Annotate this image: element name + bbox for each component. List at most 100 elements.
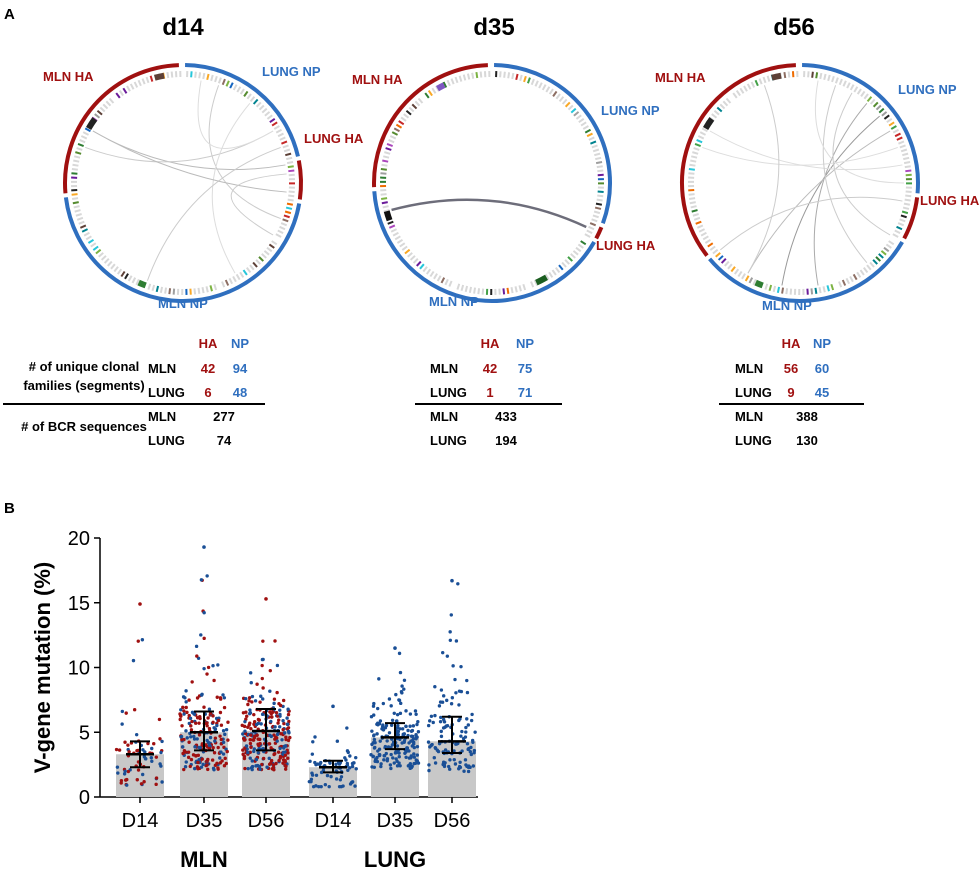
data-point [348,766,352,770]
data-point [254,757,259,762]
data-point [206,665,211,670]
data-point [150,746,154,751]
bcr-cell-mln: 433 [495,409,517,424]
data-point [269,734,273,739]
data-point [392,761,396,765]
data-point [270,767,275,771]
data-point [246,702,250,707]
segment-tick [393,127,400,133]
data-point [416,730,421,734]
data-point [258,700,262,704]
segment-tick [856,271,862,278]
segment-tick [387,220,394,225]
data-point [396,732,401,737]
segment-tick [590,140,597,145]
data-point [247,696,252,700]
segment-tick [853,86,859,93]
segment-tick [409,255,416,261]
data-point [397,698,402,703]
segment-tick [403,113,410,119]
data-point [441,650,445,655]
data-point [252,720,257,724]
segment-tick [688,167,695,171]
data-point [397,761,401,765]
data-point [282,721,286,726]
segment-tick [408,106,415,113]
segment-tick [285,206,293,210]
data-point [410,744,415,748]
segment-tick [689,163,696,167]
segment-tick [567,256,573,262]
data-point [313,735,317,739]
segment-tick [232,275,237,283]
data-point-max [138,602,142,606]
data-point [385,759,389,763]
data-point [395,744,400,748]
segment-tick [95,248,102,255]
data-point [247,699,251,703]
segment-tick [84,127,91,133]
data-point [241,711,246,715]
cell-mln-np: 75 [517,361,533,376]
data-point [254,764,258,768]
segment-tick [110,263,116,270]
segment-tick [113,266,119,273]
segment-tick [748,277,754,284]
data-point [396,724,400,728]
data-point [314,773,319,777]
segment-tick [727,263,733,270]
segment-tick [213,283,218,291]
segment-tick [283,214,290,219]
segment-tick [416,260,422,267]
segment-tick [838,78,843,86]
data-point [183,696,187,700]
data-point [285,722,290,726]
data-point [197,733,202,737]
segment-tick [481,288,485,295]
data-point [187,740,191,744]
data-point [181,705,185,710]
data-point [397,754,401,759]
segment-tick [380,193,387,196]
segment-tick [878,253,884,259]
data-point [197,721,201,725]
segment-tick [822,286,826,293]
row-label-mln: MLN [430,361,459,376]
data-point [254,722,259,727]
data-point [242,738,247,742]
data-point [196,753,201,757]
data-point [123,769,127,773]
data-point [459,734,463,738]
chord [702,146,898,166]
data-point [459,664,463,669]
bcr-row-label-mln: MLN [735,409,764,424]
data-point [124,778,128,782]
data-point [286,756,290,760]
data-point [406,728,410,733]
y-tick-label: 0 [79,787,90,809]
data-point [433,746,438,751]
panel-a-letter: A [4,6,15,23]
data-point [428,719,432,723]
data-point [143,757,148,761]
segment-arc-ha-0 [680,63,796,257]
data-point [252,735,257,740]
segment-tick [688,193,695,196]
data-point [310,752,315,756]
segment-tick [548,88,554,95]
chord [92,130,287,193]
data-point [337,784,342,789]
clone-block [383,210,393,222]
segment-tick [137,79,142,87]
segment-tick [419,263,425,270]
data-point [219,737,223,742]
row-label-lung: LUNG [148,385,185,400]
data-point [207,707,212,711]
segment-tick [575,246,582,253]
data-point [400,727,405,731]
segment-label-mln-ha: MLN HA [43,69,94,84]
x-tick-label: D14 [315,810,352,832]
data-point [216,745,220,750]
data-point [260,762,264,767]
segment-tick [698,228,706,233]
